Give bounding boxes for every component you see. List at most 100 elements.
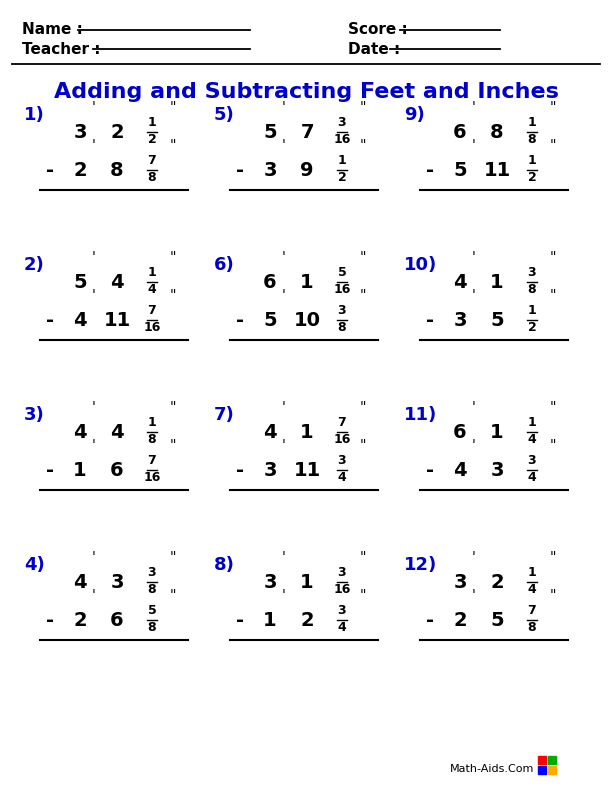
Text: -: - — [46, 611, 54, 630]
Text: 1: 1 — [147, 416, 157, 428]
Text: 6: 6 — [263, 272, 277, 291]
Text: 6): 6) — [214, 256, 235, 274]
Text: 1: 1 — [490, 272, 504, 291]
Text: Name :: Name : — [22, 22, 83, 37]
Text: 7: 7 — [338, 416, 346, 428]
Text: ": " — [550, 250, 556, 264]
Text: 4: 4 — [338, 621, 346, 634]
Text: 8: 8 — [528, 132, 536, 146]
Text: ": " — [550, 438, 556, 452]
Text: -: - — [236, 310, 244, 329]
Text: 1: 1 — [338, 154, 346, 166]
Text: 5: 5 — [147, 604, 157, 616]
Text: 5: 5 — [453, 161, 467, 180]
Text: 11: 11 — [103, 310, 130, 329]
Text: ": " — [170, 550, 176, 564]
Text: 4): 4) — [24, 556, 45, 574]
Text: 1: 1 — [528, 154, 536, 166]
Text: ': ' — [92, 288, 96, 302]
Text: 6: 6 — [453, 422, 467, 441]
Text: 8: 8 — [490, 123, 504, 142]
Text: 8: 8 — [528, 621, 536, 634]
Text: ': ' — [92, 100, 96, 114]
Text: 4: 4 — [453, 272, 467, 291]
Text: 4: 4 — [528, 470, 536, 484]
Text: 3: 3 — [110, 573, 124, 592]
Text: ': ' — [472, 400, 476, 414]
Text: ": " — [170, 250, 176, 264]
Text: 4: 4 — [528, 432, 536, 446]
Text: 3: 3 — [453, 310, 467, 329]
Text: 3: 3 — [147, 565, 156, 578]
Text: 3: 3 — [263, 161, 277, 180]
Text: 4: 4 — [110, 272, 124, 291]
Text: 2: 2 — [300, 611, 314, 630]
Text: ": " — [550, 550, 556, 564]
Text: ": " — [550, 100, 556, 114]
Text: -: - — [426, 310, 434, 329]
Text: 10): 10) — [404, 256, 437, 274]
Text: 4: 4 — [73, 422, 87, 441]
Text: ': ' — [92, 588, 96, 602]
Text: 3: 3 — [490, 460, 504, 479]
Text: 8: 8 — [147, 432, 156, 446]
Text: 3: 3 — [453, 573, 467, 592]
Text: 4: 4 — [147, 283, 157, 295]
Text: 3: 3 — [528, 454, 536, 466]
Text: ": " — [360, 288, 367, 302]
Text: 2: 2 — [110, 123, 124, 142]
Text: ': ' — [472, 288, 476, 302]
Bar — [538, 766, 546, 774]
Text: 5): 5) — [214, 106, 235, 124]
Text: ': ' — [282, 138, 286, 152]
Text: 3): 3) — [24, 406, 45, 424]
Text: 1: 1 — [528, 303, 536, 317]
Text: 16: 16 — [143, 321, 161, 333]
Text: 3: 3 — [263, 573, 277, 592]
Text: 4: 4 — [263, 422, 277, 441]
Text: ": " — [170, 100, 176, 114]
Text: ': ' — [282, 588, 286, 602]
Text: ': ' — [92, 438, 96, 452]
Text: 11: 11 — [293, 460, 321, 479]
Text: -: - — [46, 161, 54, 180]
Text: ": " — [360, 400, 367, 414]
Text: 3: 3 — [338, 303, 346, 317]
Text: ': ' — [472, 438, 476, 452]
Text: 1: 1 — [528, 416, 536, 428]
Text: 1: 1 — [73, 460, 87, 479]
Text: 3: 3 — [263, 460, 277, 479]
Text: -: - — [426, 460, 434, 479]
Text: 8: 8 — [147, 583, 156, 596]
Text: 10: 10 — [294, 310, 321, 329]
Text: 2: 2 — [453, 611, 467, 630]
Text: 8: 8 — [528, 283, 536, 295]
Text: ': ' — [472, 138, 476, 152]
Text: 5: 5 — [73, 272, 87, 291]
Text: 16: 16 — [334, 283, 351, 295]
Text: 16: 16 — [143, 470, 161, 484]
Text: ": " — [550, 400, 556, 414]
Text: ": " — [170, 288, 176, 302]
Text: ": " — [360, 138, 367, 152]
Text: ": " — [170, 400, 176, 414]
Text: Teacher :: Teacher : — [22, 41, 100, 56]
Text: 4: 4 — [528, 583, 536, 596]
Text: 3: 3 — [338, 565, 346, 578]
Text: 6: 6 — [453, 123, 467, 142]
Text: 8: 8 — [147, 170, 156, 184]
Text: ': ' — [472, 100, 476, 114]
Text: 3: 3 — [73, 123, 87, 142]
Text: 1: 1 — [147, 116, 157, 128]
Text: 12): 12) — [404, 556, 437, 574]
Text: 16: 16 — [334, 132, 351, 146]
Text: 3: 3 — [528, 265, 536, 279]
Text: ': ' — [92, 550, 96, 564]
Text: -: - — [46, 310, 54, 329]
Text: 6: 6 — [110, 611, 124, 630]
Text: Math-Aids.Com: Math-Aids.Com — [450, 764, 534, 774]
Text: 9: 9 — [300, 161, 314, 180]
Text: 2: 2 — [338, 170, 346, 184]
Text: 3: 3 — [338, 604, 346, 616]
Text: 5: 5 — [338, 265, 346, 279]
